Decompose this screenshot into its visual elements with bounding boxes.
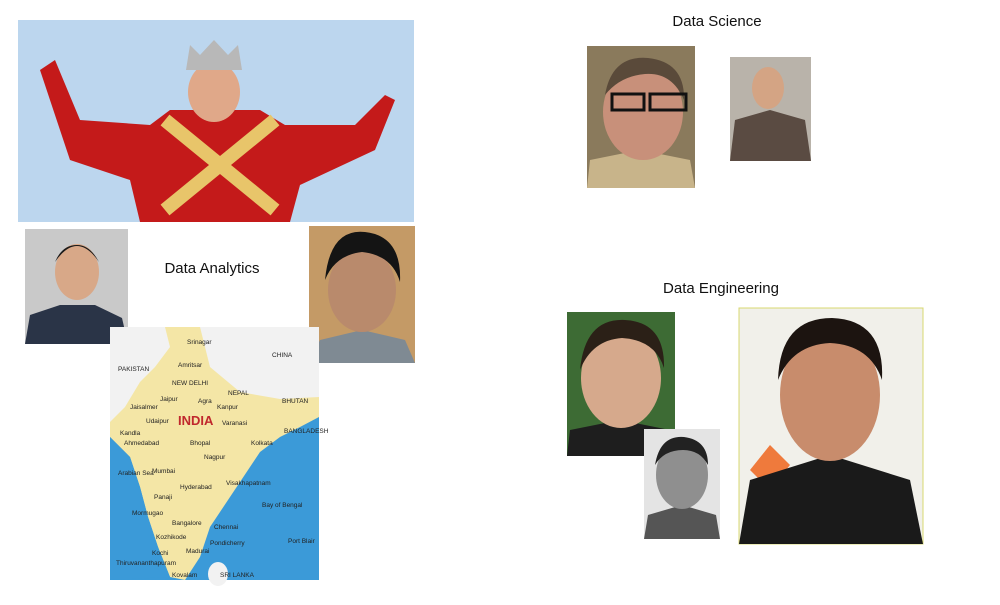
map-label: Agra <box>198 398 212 405</box>
map-label: Varanasi <box>222 420 247 427</box>
map-label: Bangalore <box>172 520 202 527</box>
map-india: Srinagar Amritsar PAKISTAN CHINA NEW DELHI NE… <box>110 327 329 586</box>
map-label: Amritsar <box>178 362 203 369</box>
map-label: Thiruvananthapuram <box>116 560 176 567</box>
map-label: Madurai <box>186 548 209 555</box>
map-label: Arabian Sea <box>118 470 154 477</box>
map-label: BANGLADESH <box>284 428 329 435</box>
map-label: NEPAL <box>228 390 249 397</box>
map-label: Jaisalmer <box>130 404 159 411</box>
map-label: Kandla <box>120 430 141 437</box>
map-label: Bay of Bengal <box>262 502 303 509</box>
photo-person <box>738 307 924 545</box>
section-label: Data Science <box>672 13 761 30</box>
map-label: Ahmedabad <box>124 440 159 447</box>
map-label: Bhopal <box>190 440 211 447</box>
map-label: Kolkata <box>251 440 273 447</box>
map-label: Kanpur <box>217 404 239 411</box>
map-label: Hyderabad <box>180 484 212 491</box>
map-label: Jaipur <box>160 396 179 403</box>
map-label: PAKISTAN <box>118 366 149 373</box>
map-label: BHUTAN <box>282 398 309 405</box>
map-label: INDIA <box>178 413 214 428</box>
map-label: NEW DELHI <box>172 380 208 387</box>
section-label: Data Analytics <box>164 260 259 277</box>
map-label: Kochi <box>152 550 168 557</box>
map-label: Kozhikode <box>156 534 187 541</box>
map-label: Srinagar <box>187 339 212 346</box>
map-label: SRI LANKA <box>220 572 255 579</box>
photo-person <box>644 429 720 539</box>
photo-person <box>730 57 811 161</box>
section-label: Data Engineering <box>663 280 779 297</box>
map-label: Mumbai <box>152 468 175 475</box>
map-label: Chennai <box>214 524 238 531</box>
map-label: Udaipur <box>146 418 170 425</box>
photo-person <box>587 46 695 188</box>
photo-person <box>25 229 128 344</box>
map-label: Pondicherry <box>210 540 245 547</box>
map-label: Panaji <box>154 494 172 501</box>
map-label: CHINA <box>272 352 293 359</box>
map-label: Nagpur <box>204 454 226 461</box>
map-label: Mormugao <box>132 510 163 517</box>
map-label: Port Blair <box>288 538 316 545</box>
map-label: Visakhapatnam <box>226 480 271 487</box>
map-label: Kovalam <box>172 572 197 579</box>
photo-person <box>309 226 415 363</box>
photo-king <box>18 20 414 222</box>
